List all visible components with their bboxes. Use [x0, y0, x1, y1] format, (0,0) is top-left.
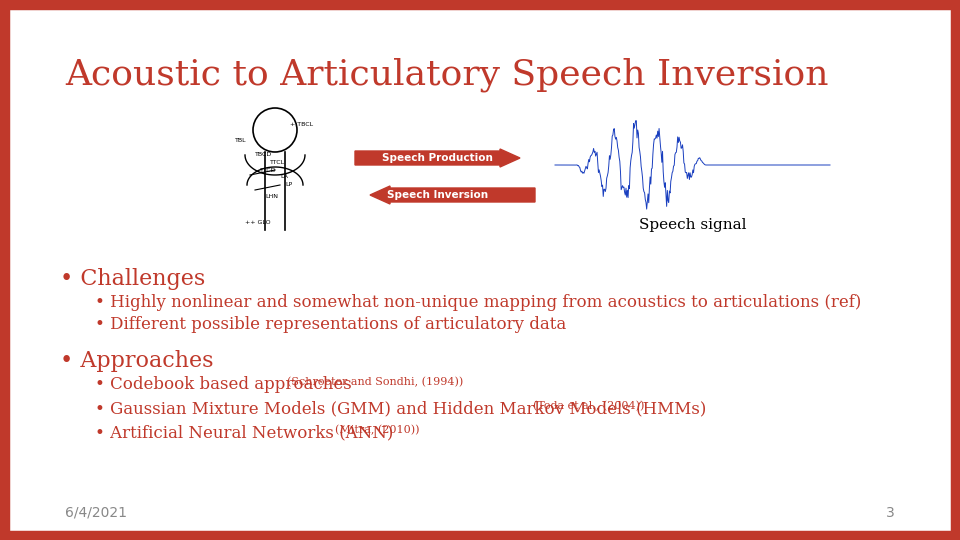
Text: • Artificial Neural Networks (ANN): • Artificial Neural Networks (ANN)	[95, 424, 398, 441]
Text: • Highly nonlinear and somewhat non-unique mapping from acoustics to articulatio: • Highly nonlinear and somewhat non-uniq…	[95, 294, 861, 311]
Text: LP: LP	[285, 183, 292, 187]
Text: 3: 3	[886, 506, 895, 520]
Text: TTCL: TTCL	[270, 160, 285, 165]
Text: • Approaches: • Approaches	[60, 350, 213, 372]
Text: 6/4/2021: 6/4/2021	[65, 506, 127, 520]
Text: LHN: LHN	[265, 194, 278, 199]
Text: + TBCL: + TBCL	[290, 123, 313, 127]
Text: Acoustic to Articulatory Speech Inversion: Acoustic to Articulatory Speech Inversio…	[65, 58, 828, 92]
Text: • Gaussian Mixture Models (GMM) and Hidden Markov Models (HMMs): • Gaussian Mixture Models (GMM) and Hidd…	[95, 400, 711, 417]
Text: Speech signal: Speech signal	[639, 218, 747, 232]
Text: • Challenges: • Challenges	[60, 268, 205, 290]
Text: Speech Inversion: Speech Inversion	[387, 190, 488, 200]
Text: LA: LA	[280, 174, 288, 179]
Text: • Different possible representations of articulatory data: • Different possible representations of …	[95, 316, 566, 333]
Text: Speech Production: Speech Production	[382, 153, 492, 163]
Text: (Mitra, (2010)): (Mitra, (2010))	[335, 425, 420, 435]
FancyArrow shape	[355, 149, 520, 167]
Text: (Toda et al., (2004)): (Toda et al., (2004))	[534, 401, 645, 411]
Text: TBCD: TBCD	[255, 152, 273, 158]
Text: • Codebook based approaches: • Codebook based approaches	[95, 376, 357, 393]
Text: TTCD: TTCD	[260, 167, 276, 172]
FancyArrow shape	[370, 186, 535, 204]
Text: ++ GLO: ++ GLO	[245, 220, 271, 226]
Text: TBL: TBL	[235, 138, 247, 143]
Text: (Schroeter and Sondhi, (1994)): (Schroeter and Sondhi, (1994))	[287, 377, 463, 387]
